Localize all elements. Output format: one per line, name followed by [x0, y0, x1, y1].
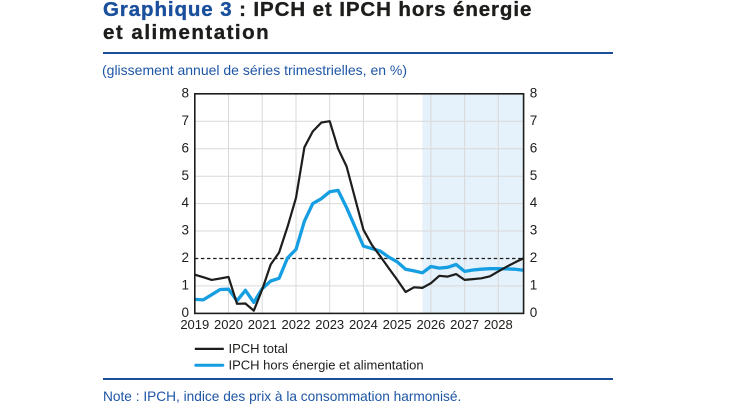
svg-text:2026: 2026 — [416, 317, 445, 332]
svg-text:2024: 2024 — [349, 317, 378, 332]
svg-text:2027: 2027 — [450, 317, 479, 332]
svg-text:3: 3 — [530, 223, 538, 238]
svg-text:0: 0 — [530, 305, 538, 320]
svg-text:6: 6 — [530, 140, 538, 155]
svg-text:8: 8 — [181, 85, 189, 100]
svg-text:0: 0 — [181, 305, 189, 320]
svg-text:7: 7 — [530, 113, 538, 128]
svg-text:4: 4 — [181, 195, 189, 210]
svg-text:2021: 2021 — [248, 317, 277, 332]
svg-text:2025: 2025 — [383, 317, 412, 332]
svg-text:1: 1 — [530, 278, 538, 293]
svg-text:2028: 2028 — [484, 317, 513, 332]
svg-text:8: 8 — [530, 85, 538, 100]
svg-text:2019: 2019 — [180, 317, 209, 332]
svg-text:2: 2 — [181, 250, 189, 265]
svg-text:2022: 2022 — [282, 317, 311, 332]
svg-text:IPCH total: IPCH total — [229, 341, 288, 356]
svg-text:2023: 2023 — [315, 317, 344, 332]
svg-text:6: 6 — [181, 140, 189, 155]
svg-text:1: 1 — [181, 278, 189, 293]
svg-text:7: 7 — [181, 113, 189, 128]
svg-text:4: 4 — [530, 195, 538, 210]
svg-text:5: 5 — [181, 168, 189, 183]
svg-text:5: 5 — [530, 168, 538, 183]
svg-text:3: 3 — [181, 223, 189, 238]
svg-text:2: 2 — [530, 250, 538, 265]
svg-text:IPCH hors énergie et alimentat: IPCH hors énergie et alimentation — [229, 358, 424, 373]
svg-text:2020: 2020 — [214, 317, 243, 332]
